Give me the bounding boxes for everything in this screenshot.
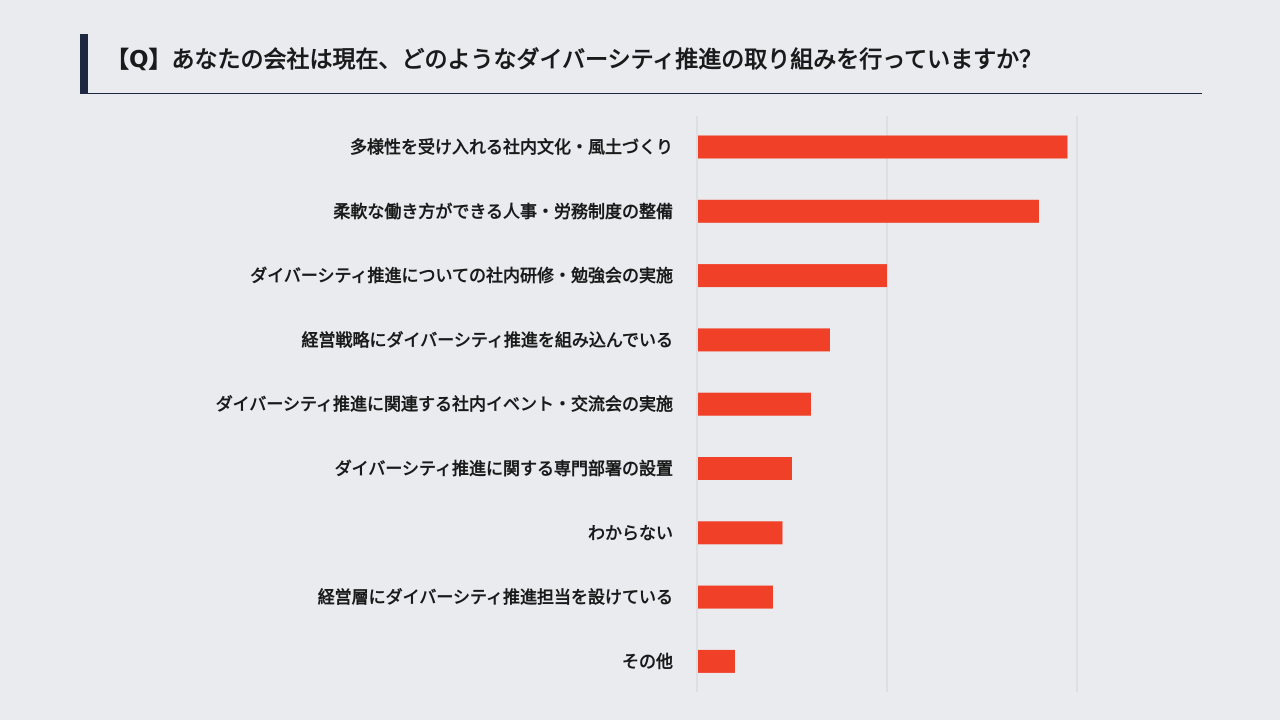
- category-label: ダイバーシティ推進に関する専門部署の設置: [335, 459, 673, 480]
- bar: [698, 585, 773, 609]
- category-label: その他: [622, 651, 673, 672]
- category-label: わからない: [588, 524, 673, 544]
- category-label: 経営戦略にダイバーシティ推進を組み込んでいる: [302, 330, 673, 351]
- bar: [698, 457, 792, 480]
- category-label: ダイバーシティ推進についての社内研修・勉強会の実施: [250, 266, 673, 287]
- category-label: ダイバーシティ推進に関連する社内イベント・交流会の実施: [216, 394, 673, 415]
- category-label: 経営層にダイバーシティ推進担当を設けている: [318, 587, 673, 608]
- category-label: 柔軟な働き方ができる人事・労務制度の整備: [333, 201, 673, 222]
- bar: [698, 264, 887, 288]
- title-underline: [88, 93, 1202, 94]
- title-accent-bar: [80, 34, 88, 94]
- bar: [698, 521, 783, 545]
- chart-title: 【Q】あなたの会社は現在、どのようなダイバーシティ推進の取り組みを行っていますか…: [106, 47, 1043, 73]
- bar: [698, 392, 811, 416]
- category-label: 多様性を受け入れる社内文化・風土づくり: [350, 137, 673, 158]
- bar: [698, 328, 830, 352]
- bar: [698, 199, 1039, 223]
- bar: [698, 135, 1068, 159]
- bar: [698, 649, 735, 673]
